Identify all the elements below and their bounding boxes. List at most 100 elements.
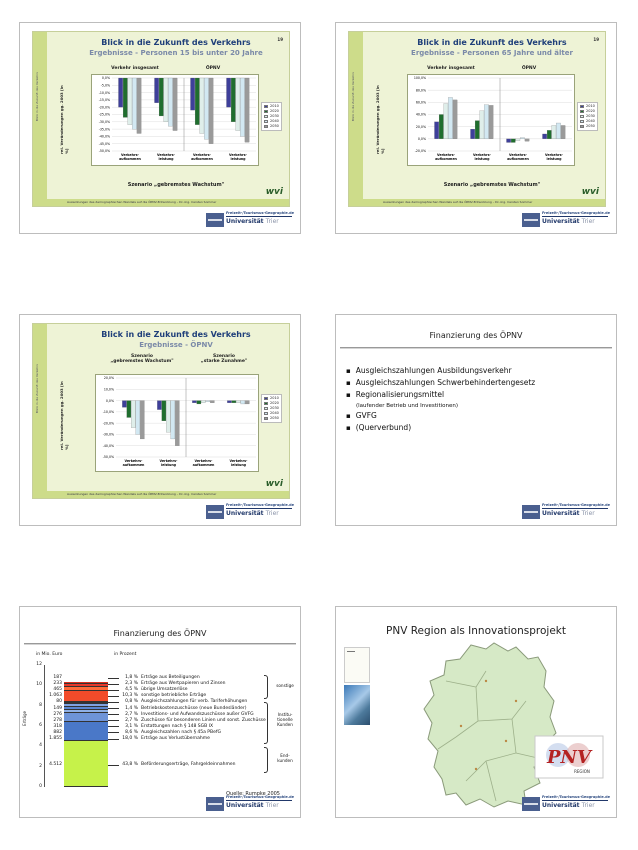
bar <box>136 77 142 134</box>
scenario-label: Szenario „gebremstes Wachstum" <box>127 182 225 188</box>
y-tick-label: 80,0% <box>416 88 426 92</box>
university-logo: Freizeit-/Tourismus-Geographie.de Univer… <box>206 503 294 521</box>
segment-amount: 278 <box>53 717 62 723</box>
slide-title: PNV Region als Innovationsprojekt <box>386 625 566 637</box>
wvi-logo: wvi <box>581 187 599 197</box>
slide-subtitle: Ergebnisse - ÖPNV <box>139 341 213 349</box>
segment-label: Investitions- und Aufwandszuschüsse auße… <box>141 711 254 717</box>
category-label: Verkehrs-aufkommen <box>435 153 457 161</box>
wvi-logo: wvi <box>265 187 283 197</box>
segment-percent: 3,1 % <box>125 723 138 729</box>
segment-amount: 882 <box>53 729 62 735</box>
geo-label: Freizeit-/Tourismus-Geographie.de <box>226 211 295 215</box>
university-mark-icon <box>206 213 224 227</box>
stack-segment <box>64 686 108 692</box>
slide-subtitle: Ergebnisse - Personen 65 Jahre und älter <box>411 49 573 57</box>
bar <box>542 133 547 139</box>
bar <box>126 400 132 418</box>
y-tick-label: 0,0% <box>418 137 426 141</box>
category-label: Verkehrs-leistung <box>230 459 249 467</box>
category-label: Verkehrs-aufkommen <box>193 459 215 467</box>
group-bracket <box>264 747 268 773</box>
photo-thumbnail <box>344 685 370 725</box>
title-divider <box>24 643 296 645</box>
stack-segment <box>64 702 108 705</box>
legend-entry: 2040 <box>580 119 595 124</box>
source-note: Quelle: Rumpke 2005 <box>226 791 280 797</box>
bar <box>158 77 164 117</box>
university-mark-icon <box>522 797 540 811</box>
y-axis <box>44 665 45 787</box>
y-tick-label: -20,0% <box>103 421 114 425</box>
stack-segment <box>64 741 108 787</box>
geo-label: Freizeit-/Tourismus-Geographie.de <box>542 211 611 215</box>
segment-amount: 318 <box>53 723 62 729</box>
germany-map-icon <box>423 642 557 808</box>
legend-entry: 2050 <box>580 124 595 129</box>
bar <box>226 77 231 108</box>
geo-label: Freizeit-/Tourismus-Geographie.de <box>226 795 295 799</box>
stack-segment <box>64 682 108 685</box>
bar <box>240 77 245 137</box>
bullet-item: Ausgleichszahlungen Ausbildungsverkehr <box>346 365 535 377</box>
slide-footer: Auswirkungen des demographischen Wandels… <box>363 199 605 206</box>
y-tick-label: -10,0% <box>103 410 114 414</box>
plot-area: 20,0% 10,0% 0,0% -10,0% -20,0% -30,0% -40,0% -5… <box>95 374 259 472</box>
slide-footer: Auswirkungen des demographischen Wandels… <box>47 491 289 498</box>
segment-percent: 18,0 % <box>122 736 138 741</box>
bar <box>484 104 489 139</box>
university-mark-icon <box>522 213 540 227</box>
bar <box>170 400 176 440</box>
geo-label: Freizeit-/Tourismus-Geographie.de <box>226 503 295 507</box>
slide-sidebar: Blick in die Zukunft des Verkehrs <box>349 32 363 206</box>
bar <box>122 77 128 118</box>
bar <box>506 138 511 143</box>
y-tick-label: -25,0% <box>99 113 110 117</box>
legend-entry: 2020 <box>580 109 595 114</box>
bar <box>479 110 485 139</box>
bar <box>245 400 250 405</box>
y-tick-label: 8 <box>39 702 42 708</box>
university-label: Universität Trier <box>542 802 595 809</box>
category-label: Verkehrs-aufkommen <box>119 153 141 161</box>
bar <box>244 77 250 143</box>
segment-amount: 149 <box>53 705 62 711</box>
segment-percent: 2,7 % <box>125 717 138 723</box>
y-tick-label: -5,0% <box>101 84 110 88</box>
category-label: Verkehrs-aufkommen <box>123 459 145 467</box>
university-label: Universität Trier <box>542 510 595 517</box>
segment-label: sonstige betriebliche Erträge <box>141 693 207 699</box>
bar <box>199 77 205 134</box>
column-header-right: Szenario „starke Zunahme" <box>200 354 248 364</box>
group-label: Institu- tionelle Kunden <box>277 712 293 727</box>
leader-line <box>108 695 119 697</box>
bar <box>127 77 133 125</box>
y-tick-label: 2 <box>39 763 42 769</box>
segment-label: Erträge aus Wertpapieren und Zinsen <box>141 681 226 687</box>
slide-title: Finanzierung des ÖPNV <box>429 331 523 340</box>
legend: 2010 2020 2030 2040 2050 <box>577 102 598 131</box>
y-tick-label: -20,0% <box>415 149 426 153</box>
bullet-item: Ausgleichszahlungen Schwerbehindertenges… <box>346 377 535 389</box>
bar <box>520 137 525 139</box>
slide-title: Blick in die Zukunft des Verkehrs <box>101 330 251 339</box>
bar <box>448 97 453 139</box>
y-tick-label: 60,0% <box>416 101 426 105</box>
y-tick-label: 6 <box>39 723 42 728</box>
bar <box>205 400 211 402</box>
bar <box>135 400 141 435</box>
legend-entry: 2020 <box>264 109 279 114</box>
bar <box>240 400 246 405</box>
bullet-item: Regionalisierungsmittel <box>346 389 535 401</box>
geo-label: Freizeit-/Tourismus-Geographie.de <box>542 795 611 799</box>
svg-text:PNV: PNV <box>546 747 593 768</box>
scenario-label: Szenario „gebremstes Wachstum" <box>443 182 541 188</box>
plot-area: 100,0% 80,0% 60,0% 40,0% 20,0% 0,0% -20,0% Verk… <box>407 74 575 166</box>
bar <box>208 77 214 144</box>
bar <box>231 400 237 403</box>
sidebar-text: Blick in die Zukunft des Verkehrs <box>35 364 39 414</box>
group-bracket <box>264 675 268 699</box>
y-tick-label: -50,0% <box>99 149 110 153</box>
legend: 2010 2020 2030 2040 2050 <box>261 102 282 131</box>
segment-amount: 465 <box>53 687 62 693</box>
